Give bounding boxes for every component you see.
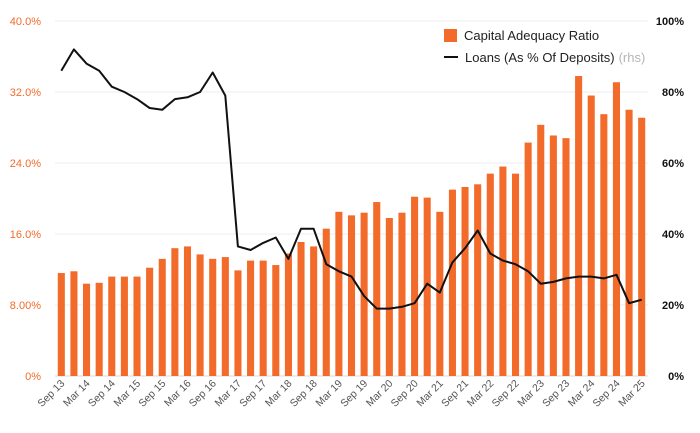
bar xyxy=(146,267,154,376)
bar xyxy=(120,276,128,376)
bar xyxy=(183,246,192,376)
legend-label-rhs: (rhs) xyxy=(618,49,646,65)
y-right-tick-label: 80% xyxy=(662,87,684,99)
bar xyxy=(562,138,570,376)
y-left-tick-label: 0% xyxy=(25,371,41,383)
bar xyxy=(322,228,330,376)
bar xyxy=(95,282,103,376)
bar xyxy=(461,186,469,376)
bar xyxy=(272,265,280,376)
legend: Capital Adequacy Ratio Loans (As % Of De… xyxy=(444,24,645,68)
bar xyxy=(524,142,532,376)
bar xyxy=(221,257,229,376)
y-right-tick-label: 60% xyxy=(662,158,684,170)
bar xyxy=(612,82,620,377)
bar xyxy=(373,202,381,376)
bar xyxy=(83,283,91,376)
y-right-tick-label: 20% xyxy=(662,300,684,312)
bar xyxy=(537,124,545,377)
left-y-axis: 0% 8.00% 16.0% 24.0% 32.0% 40.0% xyxy=(10,16,41,383)
bar xyxy=(385,218,393,376)
x-tick-label: Mar 25 xyxy=(616,378,648,410)
legend-line-swatch xyxy=(444,56,458,58)
bar xyxy=(133,276,141,376)
bar xyxy=(284,253,292,376)
bar xyxy=(171,248,179,376)
x-tick-label: Sep 18 xyxy=(288,378,320,410)
right-y-axis: 0% 20% 40% 60% 80% 100% xyxy=(656,16,684,383)
y-left-tick-label: 16.0% xyxy=(10,229,41,241)
capital-adequacy-bars xyxy=(57,76,646,377)
x-tick-label: Sep 23 xyxy=(540,378,572,410)
x-tick-label: Sep 14 xyxy=(86,378,118,410)
y-right-tick-label: 100% xyxy=(656,16,684,28)
y-right-tick-label: 0% xyxy=(668,371,684,383)
bar xyxy=(638,117,646,377)
x-tick-label: Sep 22 xyxy=(490,378,522,410)
y-left-tick-label: 32.0% xyxy=(10,87,41,99)
y-left-tick-label: 8.00% xyxy=(10,300,41,312)
legend-label-capital-adequacy: Capital Adequacy Ratio xyxy=(464,27,600,43)
bar xyxy=(549,135,557,376)
bar xyxy=(335,211,343,376)
legend-item-capital-adequacy: Capital Adequacy Ratio xyxy=(444,24,645,46)
bar xyxy=(625,109,633,376)
legend-item-loans: Loans (As % Of Deposits) (rhs) xyxy=(444,46,645,68)
x-tick-label: Sep 15 xyxy=(136,378,168,410)
loans-to-deposits-line xyxy=(60,48,642,310)
bar xyxy=(575,76,583,377)
bar xyxy=(310,246,318,376)
y-left-tick-label: 40.0% xyxy=(10,16,41,28)
bar xyxy=(448,189,456,376)
bar xyxy=(600,114,608,376)
y-left-tick-label: 24.0% xyxy=(10,158,41,170)
bar xyxy=(158,258,166,376)
x-tick-label: Sep 20 xyxy=(389,378,421,410)
legend-label-loans: Loans (As % Of Deposits) xyxy=(465,49,615,65)
x-tick-label: Sep 17 xyxy=(237,378,269,410)
bar xyxy=(398,212,406,376)
bar xyxy=(486,173,494,376)
bar xyxy=(347,215,356,376)
bar xyxy=(511,173,520,376)
bar xyxy=(209,258,217,376)
bar xyxy=(474,184,482,376)
bar xyxy=(247,260,255,376)
bar xyxy=(70,271,78,376)
bar xyxy=(587,95,595,377)
x-tick-label: Sep 24 xyxy=(591,378,623,410)
bar xyxy=(436,211,444,376)
bar xyxy=(108,276,116,376)
x-tick-label: Sep 16 xyxy=(187,378,219,410)
y-right-tick-label: 40% xyxy=(662,229,684,241)
x-tick-label: Sep 21 xyxy=(439,378,471,410)
bar xyxy=(499,166,507,376)
bar xyxy=(297,241,305,376)
x-tick-label: Sep 19 xyxy=(338,378,370,410)
bar xyxy=(259,260,267,376)
bar xyxy=(423,197,431,376)
bar xyxy=(196,254,204,376)
legend-bar-swatch xyxy=(444,28,457,42)
bar xyxy=(234,270,242,376)
bar xyxy=(57,273,65,376)
bar xyxy=(411,196,419,376)
